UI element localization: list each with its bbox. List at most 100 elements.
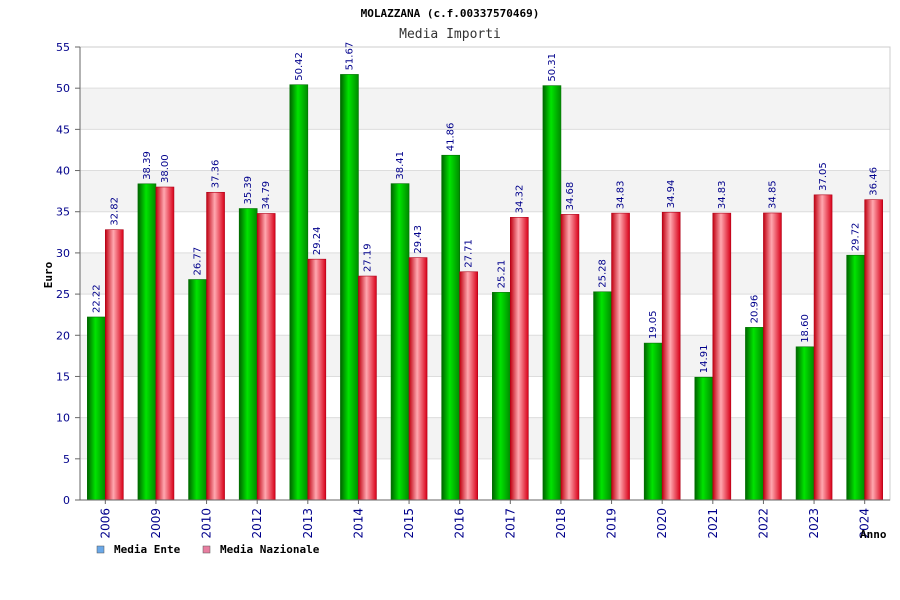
bar-media-ente [593, 291, 612, 501]
bar-media-nazionale [206, 191, 225, 501]
y-tick-label: 40 [56, 165, 70, 178]
y-tick-label: 0 [63, 494, 70, 507]
bar-media-ente [441, 154, 460, 501]
value-label: 19.05 [648, 310, 659, 339]
value-labels-group: 22.22 32.82 38.39 38.00 26.77 37.36 35.39 34.79… [91, 42, 879, 373]
x-tick-label: 2020 [655, 508, 669, 539]
bar-media-ente [542, 85, 562, 501]
value-label: 34.85 [767, 180, 778, 209]
y-tick-label: 20 [56, 329, 70, 342]
value-label: 51.67 [344, 42, 355, 71]
y-tick-label: 55 [56, 41, 70, 54]
bar-media-ente [492, 292, 511, 501]
x-tick-label: 2010 [200, 508, 214, 539]
value-label: 37.36 [211, 160, 222, 189]
value-label: 22.22 [91, 284, 102, 313]
value-label: 41.86 [446, 123, 457, 152]
value-label: 34.68 [565, 182, 576, 211]
x-tick-label: 2009 [149, 508, 163, 539]
legend-swatch-media-nazionale [202, 545, 211, 554]
bar-media-ente [188, 279, 207, 501]
y-tick-label: 50 [56, 82, 70, 95]
x-tick-label: 2023 [807, 508, 821, 539]
chart-title: MOLAZZANA (c.f.00337570469) [361, 7, 540, 20]
y-tick-labels: 0 5 10 15 20 25 30 35 40 45 50 55 [56, 41, 70, 507]
value-label: 32.82 [109, 197, 120, 226]
y-tick-label: 5 [63, 453, 70, 466]
value-label: 20.96 [749, 295, 760, 324]
value-label: 37.05 [818, 162, 829, 191]
bars-group [87, 74, 883, 501]
value-label: 36.46 [869, 167, 880, 196]
value-label: 27.19 [362, 243, 373, 272]
y-tick-label: 25 [56, 288, 70, 301]
bar-media-ente [846, 254, 865, 501]
value-label: 38.00 [160, 154, 171, 183]
value-label: 29.24 [312, 227, 323, 256]
value-label: 25.21 [496, 260, 507, 289]
x-tick-label: 2022 [756, 508, 770, 539]
x-tick-label: 2006 [98, 508, 112, 539]
bar-media-nazionale [510, 217, 529, 501]
bar-media-nazionale [864, 199, 883, 501]
bar-media-ente [340, 74, 359, 501]
bar-media-ente [289, 84, 309, 501]
bar-media-ente [87, 316, 106, 501]
bar-media-ente [137, 183, 157, 501]
value-label: 18.60 [800, 314, 811, 343]
y-tick-label: 15 [56, 370, 70, 383]
value-label: 34.79 [261, 181, 272, 210]
x-tick-label: 2019 [605, 508, 619, 539]
value-label: 25.28 [598, 259, 609, 288]
value-label: 50.42 [294, 52, 305, 81]
legend-label-media-nazionale: Media Nazionale [220, 543, 320, 556]
value-label: 34.83 [616, 180, 627, 209]
x-tick-label: 2015 [402, 508, 416, 539]
value-label: 38.39 [142, 151, 153, 180]
grid-band [80, 129, 890, 171]
bar-media-ente [745, 327, 764, 501]
x-tick-label: 2013 [301, 508, 315, 539]
bar-media-nazionale [358, 275, 377, 501]
x-tick-label: 2016 [453, 508, 467, 539]
bar-media-nazionale [813, 194, 833, 501]
legend: Media Ente Media Nazionale [96, 543, 320, 556]
bar-media-nazionale [661, 211, 681, 501]
value-label: 38.41 [395, 151, 406, 180]
y-axis-label: Euro [42, 261, 55, 288]
bar-media-ente [238, 208, 258, 501]
value-label: 35.39 [243, 176, 254, 205]
value-label: 27.71 [464, 239, 475, 268]
bar-media-nazionale [307, 258, 327, 501]
x-tick-label: 2017 [503, 508, 517, 539]
value-label: 34.83 [717, 180, 728, 209]
x-tick-label: 2012 [250, 508, 264, 539]
x-tick-label: 2014 [351, 508, 365, 539]
bar-media-nazionale [256, 213, 276, 501]
bar-media-nazionale [105, 229, 124, 501]
value-label: 34.32 [514, 185, 525, 214]
bar-media-ente [390, 183, 410, 501]
bar-media-ente [795, 346, 815, 501]
y-tick-label: 30 [56, 247, 70, 260]
value-label: 29.72 [851, 223, 862, 252]
x-tick-label: 2018 [554, 508, 568, 539]
bar-media-ente [694, 376, 714, 501]
bar-media-nazionale [763, 212, 782, 501]
value-label: 34.94 [666, 180, 677, 209]
x-tick-label: 2021 [706, 508, 720, 539]
y-tick-label: 10 [56, 412, 70, 425]
x-tick-label: 2024 [858, 508, 872, 539]
legend-label-media-ente: Media Ente [114, 543, 181, 556]
chart-subtitle: Media Importi [399, 27, 501, 42]
x-tick-labels: 2006 2009 2010 2012 2013 2014 2015 2016 2017 2018… [98, 508, 871, 539]
grid-band [80, 47, 890, 89]
legend-swatch-media-ente [96, 545, 105, 554]
bar-media-nazionale [155, 186, 175, 501]
value-label: 14.91 [699, 345, 710, 374]
bar-media-ente [643, 342, 663, 501]
bar-media-nazionale [408, 257, 428, 501]
y-tick-label: 45 [56, 123, 70, 136]
bar-media-nazionale [560, 214, 580, 501]
